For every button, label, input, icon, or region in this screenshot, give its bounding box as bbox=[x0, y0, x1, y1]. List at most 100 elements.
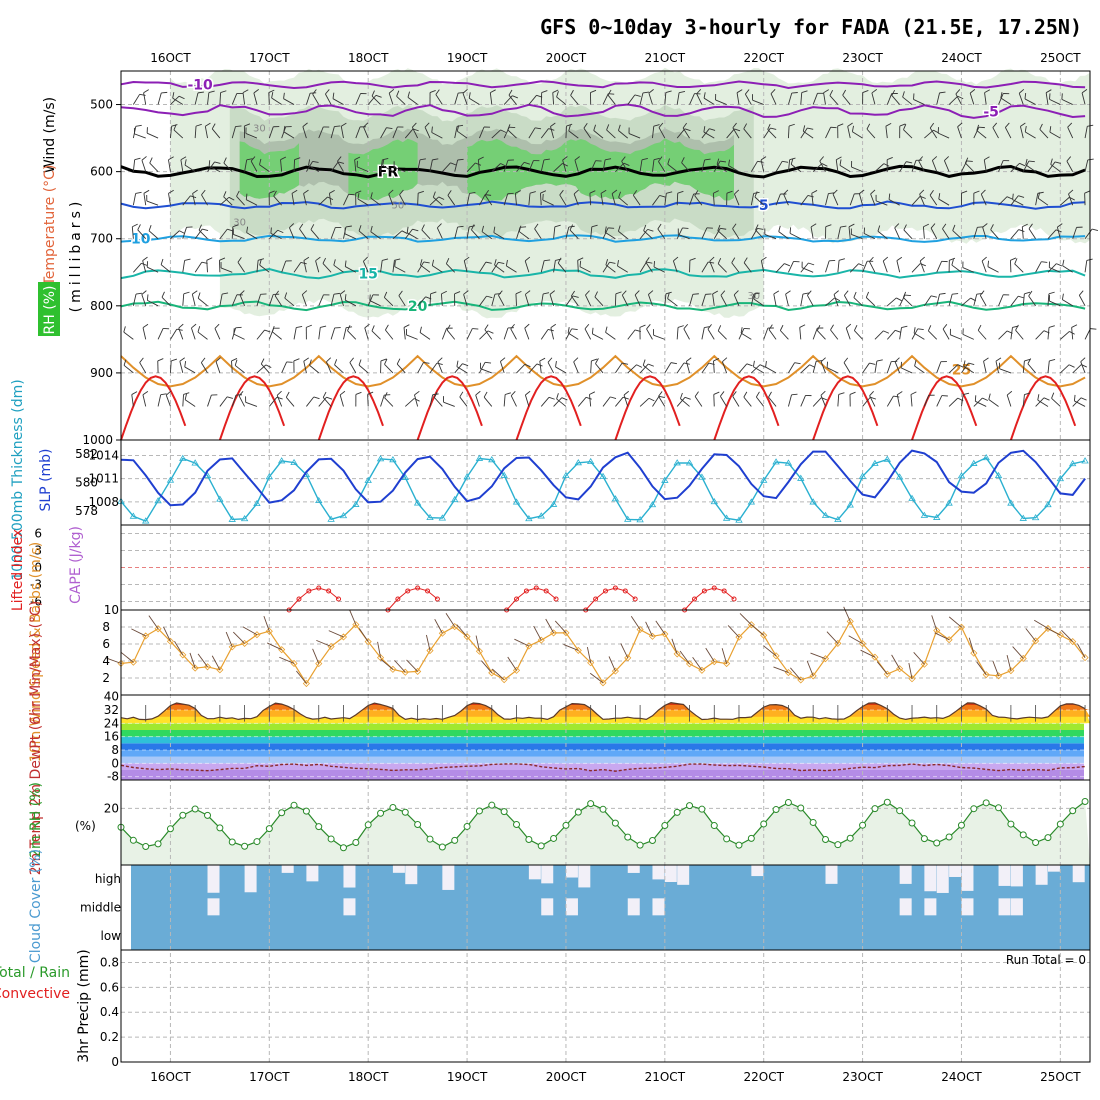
cloud-gap-middle bbox=[899, 898, 912, 916]
wind-barb-flag bbox=[914, 360, 917, 367]
wind-barb bbox=[602, 396, 611, 407]
wind-barb-flag bbox=[464, 256, 470, 261]
wind-barb-flag bbox=[1018, 88, 1025, 94]
wind-barb-flag bbox=[450, 162, 457, 166]
time-label-top: 16OCT bbox=[150, 51, 191, 65]
rh2m-point bbox=[500, 808, 508, 816]
wind-barb-flag bbox=[414, 398, 420, 402]
temperature-color-band bbox=[121, 723, 1084, 730]
wind-barb bbox=[281, 260, 287, 273]
wind-barb-flag bbox=[1019, 162, 1026, 167]
wind-barb bbox=[358, 364, 369, 374]
wind-barb bbox=[363, 126, 369, 139]
wind-barb-flag bbox=[334, 359, 338, 366]
wind-barb bbox=[1010, 295, 1019, 307]
isotherm-label: FR bbox=[378, 165, 399, 181]
wind-barb-flag bbox=[566, 123, 573, 127]
wind-barb-flag bbox=[740, 327, 743, 334]
wind-barb bbox=[936, 294, 941, 306]
wind-barb bbox=[874, 330, 884, 340]
pressure-tick-label: 800 bbox=[90, 299, 113, 313]
wind-barb bbox=[882, 260, 888, 273]
wind-barb-flag bbox=[1024, 392, 1031, 395]
wind-barb bbox=[312, 93, 320, 105]
wind-barb-flag bbox=[759, 364, 766, 368]
wind-barb bbox=[382, 164, 394, 173]
rh2m-point bbox=[574, 808, 582, 816]
thickness-point bbox=[191, 459, 199, 466]
wind-barb-flag bbox=[677, 325, 684, 328]
wind-barb bbox=[528, 193, 531, 206]
wind-barb-flag bbox=[659, 195, 666, 198]
wind-barb-flag bbox=[184, 360, 187, 368]
wind-barb bbox=[1022, 394, 1025, 407]
wind-barb bbox=[441, 327, 448, 340]
wind-tick-label: 2 bbox=[102, 671, 110, 685]
wind-barb-flag bbox=[807, 195, 814, 198]
wind-barb-flag bbox=[447, 190, 452, 196]
wind-barb bbox=[398, 295, 406, 307]
wind-barb-flag bbox=[969, 88, 976, 94]
wind-barb-flag bbox=[930, 223, 936, 229]
lifted-index-point bbox=[326, 588, 332, 594]
wind-barb-flag bbox=[768, 324, 773, 330]
wind-barb bbox=[937, 132, 950, 139]
wind-barb bbox=[1060, 331, 1070, 340]
lifted-index-axis-label: Lifted Index bbox=[10, 529, 26, 611]
time-label-top: 17OCT bbox=[249, 51, 290, 65]
wind-barb bbox=[577, 396, 587, 407]
wind-barb bbox=[256, 329, 265, 340]
wind-barb-flag bbox=[543, 292, 550, 295]
wind-barb-flag bbox=[821, 163, 828, 167]
wind-barb bbox=[233, 333, 245, 340]
wind-barb-flag bbox=[865, 291, 870, 298]
time-label-bottom: 25OCT bbox=[1040, 1070, 1081, 1084]
wind-barb bbox=[483, 396, 493, 407]
wind-barb-flag bbox=[384, 392, 388, 398]
wind-barb bbox=[752, 99, 764, 105]
wind-barb bbox=[858, 193, 864, 206]
wind-barb-flag bbox=[559, 189, 564, 196]
thickness-point bbox=[982, 453, 990, 461]
wind-barb-flag bbox=[238, 390, 244, 397]
wind-barb bbox=[219, 396, 228, 407]
thickness-point bbox=[883, 455, 892, 462]
wind-barb bbox=[191, 294, 196, 306]
time-label-bottom: 21OCT bbox=[645, 1070, 686, 1084]
wind-speed-point bbox=[475, 647, 483, 655]
wind-barb bbox=[590, 226, 593, 239]
wind-barb bbox=[370, 231, 381, 240]
thickness-point bbox=[438, 514, 447, 521]
thickness-point bbox=[994, 471, 1003, 479]
wind-speed-point bbox=[525, 642, 533, 650]
wind-barb bbox=[303, 193, 307, 206]
wind-barb bbox=[1006, 394, 1012, 407]
surface-wind-barb bbox=[263, 615, 270, 632]
wind-barb bbox=[1084, 228, 1093, 239]
wind-barb bbox=[829, 95, 839, 105]
wind-barb bbox=[812, 163, 823, 172]
time-label-top: 23OCT bbox=[842, 51, 883, 65]
wind-barb-flag bbox=[412, 128, 419, 132]
wind-barb bbox=[322, 263, 332, 273]
wind-barb-flag bbox=[585, 396, 592, 400]
lifted-index-point bbox=[395, 596, 401, 602]
wind-barb-flag bbox=[1005, 122, 1010, 128]
wind-barb bbox=[454, 159, 459, 172]
wind-barb bbox=[420, 264, 431, 273]
wind-barb bbox=[303, 361, 307, 374]
wind-barb bbox=[567, 332, 579, 340]
wind-barb-flag bbox=[838, 258, 845, 261]
thickness-tick-label: 582 bbox=[75, 447, 98, 461]
wind-barb-flag bbox=[135, 124, 142, 127]
rh2m-point bbox=[327, 835, 335, 843]
wind-barb-flag bbox=[957, 122, 963, 128]
wind-barb bbox=[837, 394, 840, 407]
wind-barb bbox=[653, 266, 666, 273]
wind-barb bbox=[615, 162, 625, 172]
wind-barb bbox=[903, 229, 913, 240]
wind-barb bbox=[180, 159, 184, 172]
wind-barb-flag bbox=[338, 161, 345, 164]
time-label-top: 22OCT bbox=[743, 51, 784, 65]
surface-wind-barb bbox=[1006, 655, 1012, 671]
